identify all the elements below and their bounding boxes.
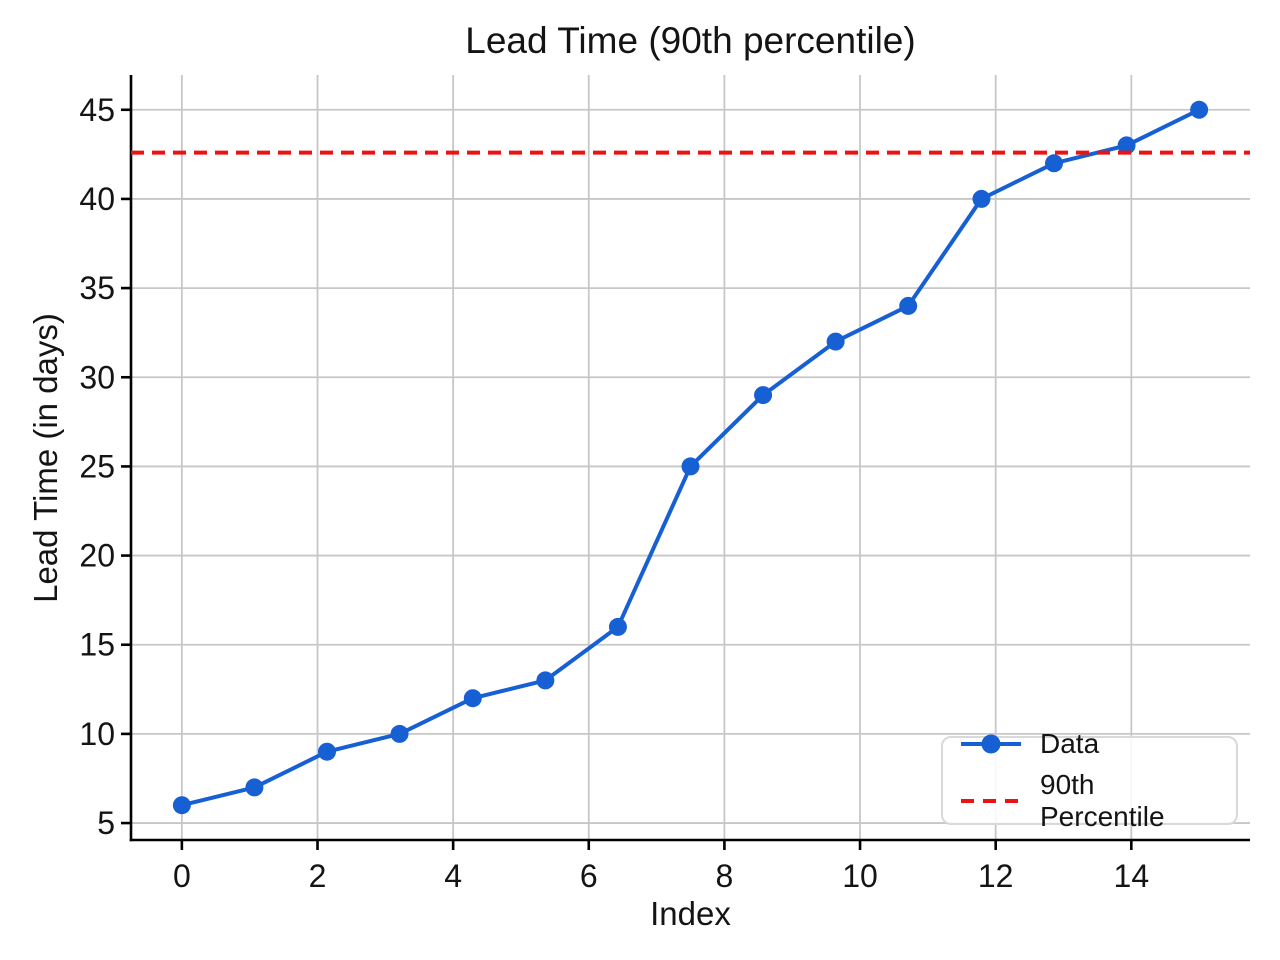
y-tick-label: 20 (79, 538, 115, 574)
y-tick-label: 45 (79, 92, 115, 128)
data-point-marker (681, 457, 700, 476)
y-axis-label: Lead Time (in days) (27, 313, 64, 603)
data-markers (172, 100, 1209, 815)
legend-label-data: Data (1040, 728, 1100, 759)
x-tick-label: 6 (580, 858, 598, 894)
y-tick-label: 10 (79, 716, 115, 752)
x-tick-label: 0 (173, 858, 191, 894)
x-axis-label: Index (650, 895, 731, 932)
legend: Data 90th Percentile (941, 728, 1238, 832)
data-point-marker (754, 386, 773, 405)
y-tick-label: 40 (79, 181, 115, 217)
y-tick-label: 25 (79, 448, 115, 484)
axes-spines (121, 75, 1250, 850)
legend-dashed-line-icon (961, 799, 1021, 803)
x-tick-label: 8 (716, 858, 734, 894)
x-tick-label: 14 (1114, 858, 1150, 894)
x-tick-label: 4 (444, 858, 462, 894)
data-point-marker (1045, 154, 1064, 173)
data-point-marker (1190, 100, 1209, 119)
legend-item-data: Data (959, 728, 1220, 760)
y-tick-label: 15 (79, 627, 115, 663)
y-tick-label: 5 (97, 805, 115, 841)
data-point-marker (463, 689, 482, 708)
legend-item-percentile: 90th Percentile (959, 769, 1220, 833)
data-point-marker (826, 332, 845, 351)
chart-title: Lead Time (90th percentile) (465, 20, 916, 61)
data-point-marker (172, 796, 191, 815)
data-point-marker (245, 778, 264, 797)
tick-labels: 0 2 4 6 8 10 12 14 5 10 15 20 25 30 35 40 45 (79, 92, 1149, 894)
data-point-marker (536, 671, 555, 690)
data-point-marker (972, 189, 991, 208)
data-point-marker (317, 742, 336, 761)
data-point-marker (608, 617, 627, 636)
legend-line-marker-icon (961, 734, 1021, 754)
y-tick-label: 30 (79, 359, 115, 395)
data-point-marker (1117, 136, 1136, 155)
data-point-marker (390, 724, 409, 743)
legend-label-percentile: 90th Percentile (1040, 769, 1165, 832)
x-tick-label: 12 (978, 858, 1014, 894)
data-point-marker (899, 296, 918, 315)
x-tick-label: 2 (309, 858, 327, 894)
y-tick-label: 35 (79, 270, 115, 306)
x-tick-label: 10 (842, 858, 878, 894)
